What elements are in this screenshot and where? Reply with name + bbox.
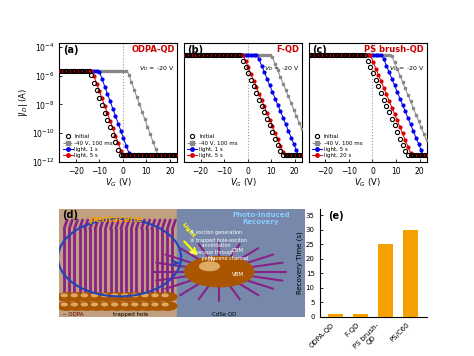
Circle shape [158,302,177,310]
Circle shape [61,294,67,297]
Text: (c): (c) [312,45,327,55]
Circle shape [162,303,168,306]
Bar [353,314,368,317]
Text: pentacene: pentacene [89,215,142,224]
Circle shape [142,303,148,306]
Circle shape [91,294,98,297]
Circle shape [77,293,96,301]
Bar [177,209,305,317]
Circle shape [101,294,108,297]
Bar [328,314,343,317]
Circle shape [108,293,127,301]
Circle shape [57,293,76,301]
Text: PS brush-QD: PS brush-QD [365,45,424,54]
Text: (e): (e) [328,211,344,221]
Circle shape [108,302,127,310]
Circle shape [71,303,77,306]
Legend: Initial, -40 V, 100 ms, light, 1 s, light, 5 s: Initial, -40 V, 100 ms, light, 1 s, ligh… [62,134,113,159]
Circle shape [148,293,167,301]
Text: Light: Light [180,222,195,239]
Text: CBM: CBM [232,248,244,253]
Circle shape [200,262,219,271]
Text: ODPA-QD: ODPA-QD [131,45,174,54]
Text: $V_D$ = -20 V: $V_D$ = -20 V [264,64,300,73]
Text: (b): (b) [188,45,204,55]
Text: ② trapped hole-exciton: ② trapped hole-exciton [190,237,246,242]
Circle shape [138,293,157,301]
Bar [59,209,177,317]
Circle shape [128,302,146,310]
Circle shape [82,303,87,306]
Circle shape [71,294,77,297]
Circle shape [101,303,108,306]
X-axis label: $V_G$ (V): $V_G$ (V) [229,177,256,189]
Text: (a): (a) [63,45,78,55]
X-axis label: $V_G$ (V): $V_G$ (V) [355,177,381,189]
Circle shape [152,294,158,297]
Text: VBM: VBM [232,272,244,277]
Circle shape [162,294,168,297]
Circle shape [185,257,254,287]
Text: $V_D$ = -20 V: $V_D$ = -20 V [389,64,424,73]
Text: ③ escape through: ③ escape through [190,250,234,255]
Y-axis label: Recovery Time (s): Recovery Time (s) [296,232,303,294]
Circle shape [132,303,138,306]
Circle shape [148,302,167,310]
Circle shape [98,293,116,301]
Legend: Initial, -40 V, 100 ms, light, 1 s, light, 5 s: Initial, -40 V, 100 ms, light, 1 s, ligh… [187,134,238,159]
Text: (d): (d) [62,210,78,220]
Circle shape [158,293,177,301]
Text: ~ ODPA: ~ ODPA [62,312,83,317]
Text: ① exciton generation: ① exciton generation [190,230,242,235]
Circle shape [128,293,146,301]
Text: hν: hν [207,256,215,262]
Circle shape [118,293,137,301]
Y-axis label: $|I_D|$ (A): $|I_D|$ (A) [17,88,30,117]
Text: F-QD: F-QD [276,45,300,54]
Text: CdSe QD: CdSe QD [212,312,236,317]
Text: Photo-Induced
Recovery: Photo-Induced Recovery [232,213,290,225]
Bar [378,244,393,317]
Circle shape [61,303,67,306]
Circle shape [88,302,106,310]
Circle shape [67,302,86,310]
Circle shape [112,303,118,306]
Circle shape [142,294,148,297]
Text: pentacene channel: pentacene channel [197,256,248,261]
Text: $V_D$ = -20 V: $V_D$ = -20 V [139,64,174,73]
Circle shape [88,293,106,301]
Circle shape [82,294,87,297]
Circle shape [152,303,158,306]
Circle shape [57,302,76,310]
Circle shape [122,303,128,306]
Circle shape [67,293,86,301]
Text: annihilation: annihilation [197,243,231,248]
Circle shape [138,302,157,310]
Text: trapped hole: trapped hole [113,312,149,317]
Circle shape [122,294,128,297]
Circle shape [132,294,138,297]
Circle shape [98,302,116,310]
Circle shape [91,303,98,306]
Bar [403,230,418,317]
Circle shape [77,302,96,310]
X-axis label: $V_G$ (V): $V_G$ (V) [105,177,131,189]
Circle shape [112,294,118,297]
Legend: Initial, -40 V, 100 ms, light, 5 s, light, 20 s: Initial, -40 V, 100 ms, light, 5 s, ligh… [311,134,363,159]
Circle shape [118,302,137,310]
